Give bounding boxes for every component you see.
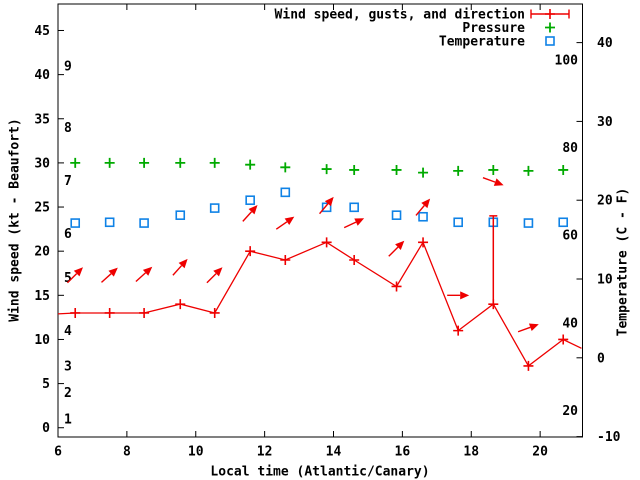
svg-text:20: 20 <box>34 245 50 260</box>
svg-text:6: 6 <box>64 227 72 242</box>
svg-text:18: 18 <box>463 445 479 460</box>
svg-text:10: 10 <box>188 445 204 460</box>
x-axis-title: Local time (Atlantic/Canary) <box>210 465 429 480</box>
svg-text:100: 100 <box>555 54 579 69</box>
right-axis: -10 0 10 20 30 40 20 40 60 80 100 <box>555 36 621 445</box>
svg-text:35: 35 <box>34 112 50 127</box>
left-axis-title: Wind speed (kt - Beaufort) <box>8 118 23 322</box>
svg-text:1: 1 <box>64 412 72 427</box>
svg-text:40: 40 <box>562 316 578 331</box>
svg-text:7: 7 <box>64 174 72 189</box>
pressure-series <box>70 157 569 178</box>
right-axis-title: Temperature (C - F) <box>616 188 631 337</box>
svg-text:20: 20 <box>532 445 548 460</box>
svg-text:-10: -10 <box>597 430 621 445</box>
svg-text:45: 45 <box>34 24 50 39</box>
svg-text:14: 14 <box>326 445 342 460</box>
svg-text:12: 12 <box>257 445 273 460</box>
svg-text:20: 20 <box>597 194 613 209</box>
svg-text:Temperature: Temperature <box>439 35 525 50</box>
svg-text:5: 5 <box>42 377 50 392</box>
svg-text:60: 60 <box>562 229 578 244</box>
svg-text:15: 15 <box>34 289 50 304</box>
svg-text:5: 5 <box>64 271 72 286</box>
svg-text:Wind speed (kt - Beaufort): Wind speed (kt - Beaufort) <box>8 118 23 322</box>
svg-text:4: 4 <box>64 324 72 339</box>
svg-text:Pressure: Pressure <box>462 21 525 36</box>
svg-text:30: 30 <box>34 156 50 171</box>
svg-text:40: 40 <box>597 36 613 51</box>
svg-text:Temperature (C - F): Temperature (C - F) <box>616 188 631 337</box>
svg-text:2: 2 <box>64 386 72 401</box>
svg-text:Wind speed, gusts, and directi: Wind speed, gusts, and direction <box>275 8 525 23</box>
svg-text:6: 6 <box>54 445 62 460</box>
svg-text:25: 25 <box>34 201 50 216</box>
svg-text:16: 16 <box>395 445 411 460</box>
svg-text:3: 3 <box>64 359 72 374</box>
svg-text:9: 9 <box>64 59 72 74</box>
svg-text:30: 30 <box>597 115 613 130</box>
svg-text:Local time (Atlantic/Canary): Local time (Atlantic/Canary) <box>210 465 429 480</box>
svg-text:0: 0 <box>42 421 50 436</box>
wind-direction-arrows <box>66 177 539 333</box>
svg-text:80: 80 <box>562 141 578 156</box>
svg-text:0: 0 <box>597 351 605 366</box>
svg-text:8: 8 <box>64 121 72 136</box>
svg-text:20: 20 <box>562 404 578 419</box>
svg-text:8: 8 <box>123 445 131 460</box>
svg-text:10: 10 <box>597 273 613 288</box>
x-axis: 6 8 10 12 14 16 18 20 <box>54 4 548 460</box>
wind-series <box>57 215 582 371</box>
svg-text:10: 10 <box>34 333 50 348</box>
svg-text:40: 40 <box>34 68 50 83</box>
legend: Wind speed, gusts, and directionPressure… <box>275 8 570 50</box>
plot-frame <box>57 3 583 438</box>
